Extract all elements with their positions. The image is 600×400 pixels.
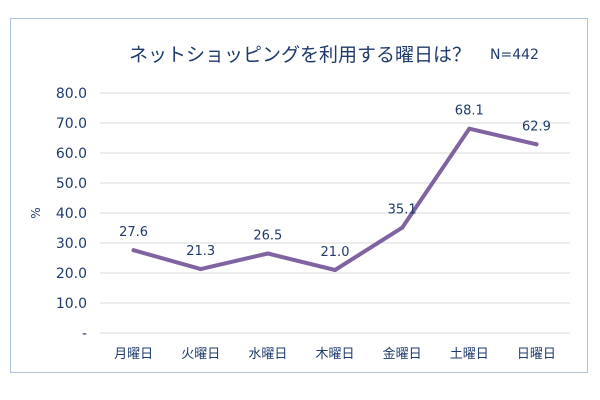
data-point — [333, 268, 337, 272]
x-tick-label: 土曜日 — [450, 347, 489, 362]
data-point — [534, 142, 539, 147]
y-tick-label: 50.0 — [56, 176, 87, 192]
data-point — [400, 225, 405, 230]
data-point — [131, 248, 136, 253]
data-point — [265, 251, 270, 256]
y-axis-label: % — [29, 207, 43, 218]
y-tick-label: - — [82, 326, 87, 342]
data-point — [198, 267, 203, 272]
data-label: 26.5 — [253, 229, 282, 244]
chart-title: ネットショッピングを利用する曜日は？ — [128, 44, 471, 66]
data-label: 27.6 — [119, 225, 148, 240]
chart-frame — [10, 18, 588, 373]
y-tick-label: 70.0 — [56, 116, 87, 132]
data-label: 68.1 — [455, 104, 484, 119]
data-label: 35.1 — [388, 203, 417, 218]
y-tick-label: 30.0 — [56, 236, 87, 252]
y-tick-label: 40.0 — [56, 206, 87, 222]
x-tick-label: 金曜日 — [383, 346, 422, 362]
y-tick-label: 60.0 — [56, 146, 87, 162]
y-tick-label: 20.0 — [56, 266, 87, 282]
data-point — [467, 126, 472, 131]
y-tick-label: 80.0 — [56, 86, 87, 102]
x-tick-label: 火曜日 — [181, 347, 220, 362]
x-tick-label: 月曜日 — [114, 347, 153, 362]
sample-size-note: N=442 — [490, 47, 539, 63]
data-label: 21.3 — [186, 244, 215, 259]
x-tick-label: 木曜日 — [315, 347, 354, 362]
data-label: 21.0 — [321, 245, 350, 260]
y-tick-label: 10.0 — [56, 296, 87, 312]
x-tick-label: 日曜日 — [517, 347, 556, 362]
x-tick-label: 水曜日 — [248, 347, 287, 362]
data-label: 62.9 — [522, 119, 551, 134]
